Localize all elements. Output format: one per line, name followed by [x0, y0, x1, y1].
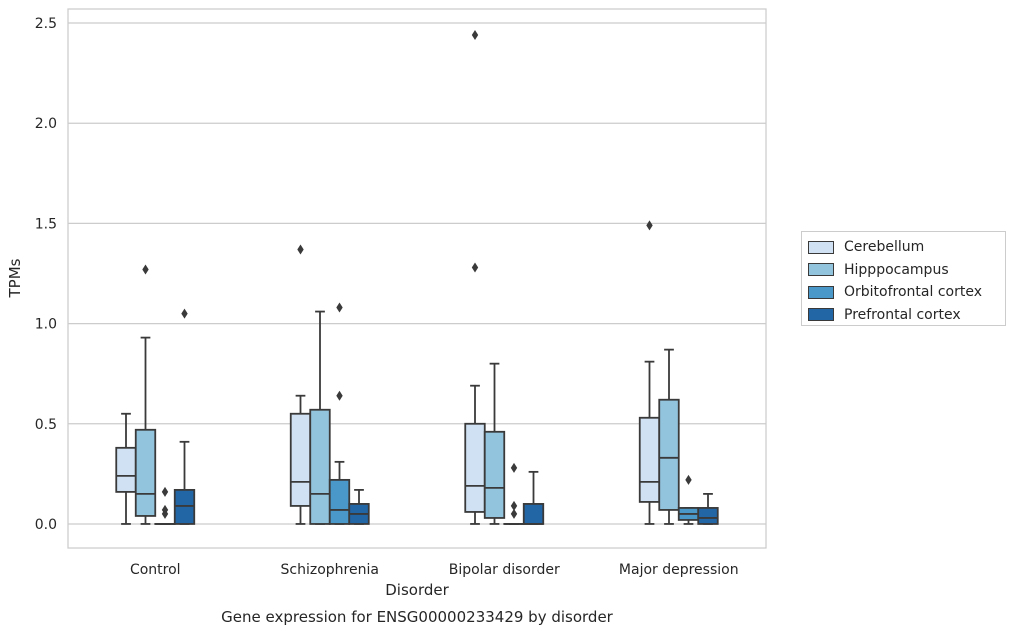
box-orbitofrontal-cortex [503, 462, 525, 525]
legend-label: Orbitofrontal cortex [844, 284, 982, 301]
y-tick-label: 2.5 [35, 16, 57, 32]
outlier-point [336, 302, 343, 313]
box-iqr [464, 422, 486, 513]
y-tick-label: 0.5 [35, 417, 57, 433]
x-tick-label: Major depression [619, 562, 739, 578]
box-iqr [638, 416, 661, 503]
box-cerebellum [464, 30, 486, 525]
legend-swatch [808, 285, 834, 299]
box-iqr [173, 488, 196, 525]
y-tick-label: 1.0 [35, 317, 57, 333]
outlier-point [510, 508, 518, 519]
boxes-layer [115, 30, 719, 525]
box-hipppocampus [309, 310, 331, 525]
box-prefrontal-cortex [348, 488, 370, 525]
box-prefrontal-cortex [522, 470, 545, 525]
box-prefrontal-cortex [697, 492, 719, 525]
box-iqr [134, 428, 157, 517]
box-orbitofrontal-cortex [677, 474, 700, 525]
x-tick-label: Bipolar disorder [449, 562, 560, 578]
outlier-point [646, 220, 653, 231]
plot-frame [67, 8, 767, 549]
outlier-point [161, 508, 169, 519]
x-tick-label: Schizophrenia [281, 562, 379, 578]
box-iqr [328, 478, 351, 525]
legend-swatch [808, 240, 834, 254]
box-cerebellum [289, 244, 312, 525]
legend-swatch [808, 308, 834, 322]
box-iqr [483, 430, 506, 519]
y-tick-label: 0.0 [35, 517, 57, 533]
x-tick-label: Control [130, 562, 181, 578]
outlier-point [685, 474, 692, 485]
y-axis-label: TPMs [6, 258, 24, 298]
y-tick-label: 2.0 [35, 116, 57, 132]
box-iqr [115, 446, 137, 493]
outlier-point [510, 462, 518, 473]
outlier-point [471, 30, 479, 41]
box-orbitofrontal-cortex [154, 486, 176, 525]
legend-label: Hipppocampus [844, 261, 949, 278]
y-tick-label: 1.5 [35, 216, 57, 232]
box-orbitofrontal-cortex [328, 302, 351, 525]
box-hipppocampus [658, 348, 680, 525]
outlier-point [161, 486, 169, 497]
box-iqr [697, 507, 719, 525]
box-iqr [658, 398, 680, 511]
y-tick-labels: 0.0 0.5 1.0 1.5 2.0 2.5 [35, 16, 57, 533]
legend-item: Prefrontal cortex [808, 304, 1005, 327]
outlier-point [510, 500, 518, 511]
legend: Cerebellum Hipppocampus Orbitofrontal cort… [801, 231, 1006, 326]
outlier-point [471, 262, 479, 273]
legend-item: Orbitofrontal cortex [808, 281, 1005, 304]
legend-item: Hipppocampus [808, 259, 1005, 282]
x-tick-labels: Control Schizophrenia Bipolar disorder Majo… [130, 562, 739, 578]
box-prefrontal-cortex [173, 308, 196, 525]
outlier-point [336, 390, 343, 401]
box-iqr [289, 412, 312, 507]
box-cerebellum [115, 412, 137, 525]
box-hipppocampus [483, 362, 506, 525]
legend-swatch [808, 263, 834, 277]
legend-label: Cerebellum [844, 239, 925, 256]
outlier-point [142, 264, 149, 275]
box-iqr [522, 503, 545, 525]
outlier-point [297, 244, 304, 255]
box-hipppocampus [134, 264, 157, 525]
chart-title: Gene expression for ENSG00000233429 by d… [221, 608, 614, 626]
legend-label: Prefrontal cortex [844, 306, 961, 323]
x-axis-label: Disorder [385, 581, 449, 599]
box-iqr [309, 408, 331, 525]
outlier-point [181, 308, 188, 319]
box-cerebellum [638, 220, 661, 525]
legend-item: Cerebellum [808, 236, 1005, 259]
